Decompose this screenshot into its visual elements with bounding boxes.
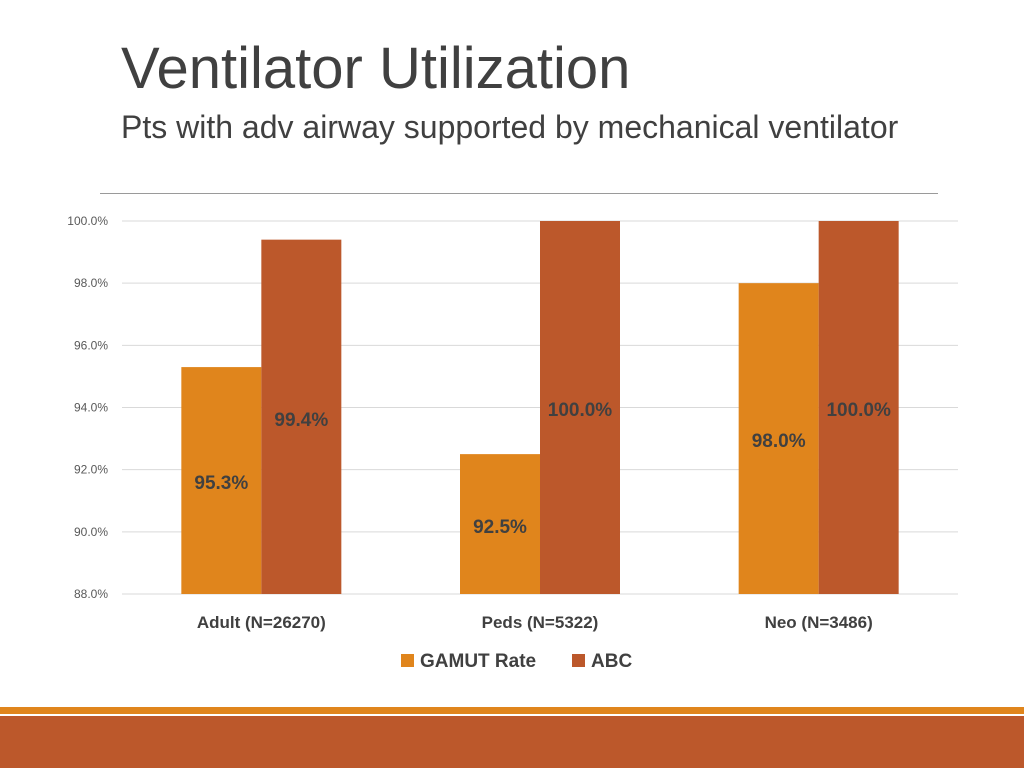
slide-subtitle: Pts with adv airway supported by mechani… (121, 109, 899, 145)
footer-accent-line (0, 707, 1024, 714)
x-category-label: Neo (N=3486) (765, 613, 873, 632)
y-tick-label: 92.0% (74, 463, 108, 477)
x-category-label: Peds (N=5322) (482, 613, 599, 632)
legend-label: GAMUT Rate (420, 651, 536, 672)
data-label: 100.0% (826, 400, 891, 421)
title-divider (100, 193, 938, 194)
legend-swatch (572, 654, 585, 667)
y-tick-label: 96.0% (74, 338, 108, 352)
data-label: 98.0% (752, 431, 806, 452)
bar-chart: 88.0% 90.0% 92.0% 94.0% 96.0% 98.0% 100.0% Adul… (67, 214, 958, 672)
slide-title: Ventilator Utilization (121, 36, 631, 101)
bar-abc (261, 239, 342, 594)
bar-gamut-rate (738, 283, 819, 594)
data-label: 95.3% (194, 473, 248, 494)
x-category-label: Adult (N=26270) (197, 613, 326, 632)
bar-gamut-rate (460, 454, 540, 594)
data-label: 100.0% (548, 400, 613, 421)
y-tick-label: 88.0% (74, 587, 108, 601)
y-tick-label: 90.0% (74, 525, 108, 539)
data-label: 92.5% (473, 517, 527, 538)
data-label: 99.4% (274, 410, 328, 431)
y-tick-label: 94.0% (74, 401, 108, 415)
legend-label: ABC (591, 651, 632, 672)
bar-abc (818, 221, 899, 594)
y-tick-label: 100.0% (67, 214, 108, 228)
y-tick-label: 98.0% (74, 276, 108, 290)
bar-abc (540, 221, 620, 594)
bar-gamut-rate (181, 367, 262, 594)
legend-swatch (401, 654, 414, 667)
footer-band (0, 716, 1024, 768)
